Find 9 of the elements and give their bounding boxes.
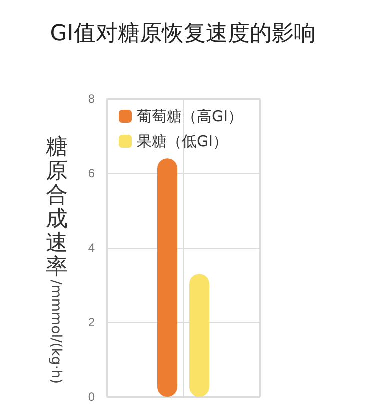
y-tick-label: 2	[88, 316, 96, 330]
legend-label: 果糖（低GI）	[137, 132, 228, 150]
y-tick-label: 4	[88, 241, 96, 255]
legend-label: 葡萄糖（高GI）	[137, 108, 244, 126]
y-tick-label: 0	[88, 390, 96, 404]
y-tick-label: 6	[88, 166, 96, 180]
y-axis-title: 糖原合成速率/mmmol/(kg·h)	[45, 135, 69, 384]
y-tick-label: 8	[88, 92, 96, 106]
chart-title: GI值对糖原恢复速度的影响	[50, 22, 316, 46]
